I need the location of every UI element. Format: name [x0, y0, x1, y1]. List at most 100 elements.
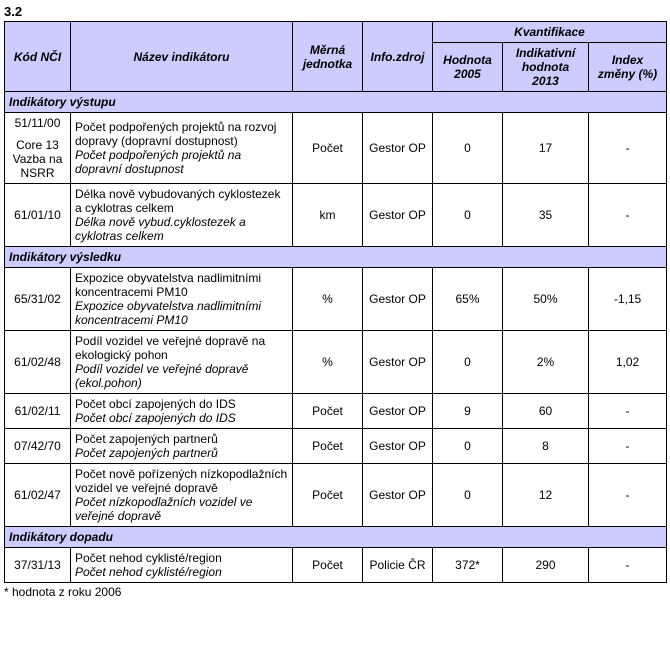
cell-unit: Počet — [293, 429, 363, 464]
section-header: Indikátory dopadu — [5, 527, 667, 548]
cell-name: Počet nově pořízených nízkopodlažních vo… — [71, 464, 293, 527]
cell-name: Expozice obyvatelstva nadlimitními konce… — [71, 268, 293, 331]
code-main: 61/02/48 — [9, 355, 66, 369]
cell-source: Gestor OP — [363, 184, 433, 247]
cell-index: 1,02 — [589, 331, 667, 394]
cell-name: Počet nehod cyklisté/regionPočet nehod c… — [71, 548, 293, 583]
col-target: Indikativní hodnota 2013 — [503, 43, 589, 92]
col-quant: Kvantifikace — [433, 22, 667, 43]
cell-base: 0 — [433, 331, 503, 394]
cell-unit: km — [293, 184, 363, 247]
cell-index: - — [589, 184, 667, 247]
cell-index: -1,15 — [589, 268, 667, 331]
cell-name: Počet obcí zapojených do IDSPočet obcí z… — [71, 394, 293, 429]
name-sub: Počet nehod cyklisté/region — [75, 565, 288, 579]
table-row: 61/02/48 Podíl vozidel ve veřejné dopravě… — [5, 331, 667, 394]
section-title: Indikátory dopadu — [5, 527, 667, 548]
name-main: Podíl vozidel ve veřejné dopravě na ekol… — [75, 334, 288, 362]
cell-base: 65% — [433, 268, 503, 331]
table-row: 51/11/00Core 13 Vazba na NSRRPočet podpo… — [5, 113, 667, 184]
cell-code: 37/31/13 — [5, 548, 71, 583]
col-name: Název indikátoru — [71, 22, 293, 92]
cell-code: 07/42/70 — [5, 429, 71, 464]
cell-name: Délka nově vybudovaných cyklostezek a cy… — [71, 184, 293, 247]
name-main: Počet nehod cyklisté/region — [75, 551, 288, 565]
name-main: Expozice obyvatelstva nadlimitními konce… — [75, 271, 288, 299]
cell-code: 61/01/10 — [5, 184, 71, 247]
cell-base: 372* — [433, 548, 503, 583]
cell-target: 12 — [503, 464, 589, 527]
name-sub: Počet podpořených projektů na dopravní d… — [75, 148, 288, 176]
cell-base: 0 — [433, 429, 503, 464]
cell-source: Policie ČR — [363, 548, 433, 583]
name-main: Počet obcí zapojených do IDS — [75, 397, 288, 411]
section-title: Indikátory výsledku — [5, 247, 667, 268]
section-title: Indikátory výstupu — [5, 92, 667, 113]
code-main: 61/02/11 — [9, 404, 66, 418]
cell-code: 65/31/02 — [5, 268, 71, 331]
cell-unit: Počet — [293, 548, 363, 583]
table-row: 07/42/70 Počet zapojených partnerůPočet z… — [5, 429, 667, 464]
code-main: 37/31/13 — [9, 558, 66, 572]
cell-code: 61/02/47 — [5, 464, 71, 527]
table-row: 61/02/11Počet obcí zapojených do IDSPoče… — [5, 394, 667, 429]
cell-target: 35 — [503, 184, 589, 247]
name-sub: Počet zapojených partnerů — [75, 446, 288, 460]
code-main: 07/42/70 — [9, 439, 66, 453]
cell-source: Gestor OP — [363, 464, 433, 527]
cell-base: 0 — [433, 113, 503, 184]
col-base: Hodnota 2005 — [433, 43, 503, 92]
name-sub: Počet obcí zapojených do IDS — [75, 411, 288, 425]
col-code: Kód NČI — [5, 22, 71, 92]
cell-index: - — [589, 113, 667, 184]
cell-source: Gestor OP — [363, 268, 433, 331]
footnote: * hodnota z roku 2006 — [4, 585, 666, 599]
col-unit: Měrná jednotka — [293, 22, 363, 92]
cell-source: Gestor OP — [363, 331, 433, 394]
cell-target: 2% — [503, 331, 589, 394]
cell-index: - — [589, 464, 667, 527]
section-header: Indikátory výsledku — [5, 247, 667, 268]
cell-unit: % — [293, 331, 363, 394]
table-head: Kód NČI Název indikátoru Měrná jednotka … — [5, 22, 667, 92]
cell-source: Gestor OP — [363, 429, 433, 464]
table-row: 61/01/10 Délka nově vybudovaných cykloste… — [5, 184, 667, 247]
cell-base: 0 — [433, 464, 503, 527]
cell-target: 60 — [503, 394, 589, 429]
name-main: Délka nově vybudovaných cyklostezek a cy… — [75, 187, 288, 215]
cell-name: Počet podpořených projektů na rozvoj dop… — [71, 113, 293, 184]
name-main: Počet zapojených partnerů — [75, 432, 288, 446]
cell-unit: % — [293, 268, 363, 331]
indicators-table: Kód NČI Název indikátoru Měrná jednotka … — [4, 21, 667, 583]
cell-name: Počet zapojených partnerůPočet zapojenýc… — [71, 429, 293, 464]
cell-unit: Počet — [293, 464, 363, 527]
cell-code: 61/02/48 — [5, 331, 71, 394]
cell-target: 290 — [503, 548, 589, 583]
code-main: 51/11/00 — [9, 116, 66, 130]
cell-source: Gestor OP — [363, 394, 433, 429]
table-row: 65/31/02 Expozice obyvatelstva nadlimitní… — [5, 268, 667, 331]
code-extra: Core 13 Vazba na NSRR — [9, 138, 66, 180]
name-sub: Expozice obyvatelstva nadlimitními konce… — [75, 299, 288, 327]
cell-index: - — [589, 394, 667, 429]
cell-source: Gestor OP — [363, 113, 433, 184]
cell-unit: Počet — [293, 394, 363, 429]
cell-target: 50% — [503, 268, 589, 331]
code-main: 61/01/10 — [9, 208, 66, 222]
section-header: Indikátory výstupu — [5, 92, 667, 113]
cell-code: 51/11/00 Core 13 Vazba na NSRR — [5, 113, 71, 184]
name-main: Počet nově pořízených nízkopodlažních vo… — [75, 467, 288, 495]
section-number: 3.2 — [4, 4, 666, 19]
name-sub: Počet nízkopodlažních vozidel ve veřejné… — [75, 495, 288, 523]
table-row: 37/31/13Počet nehod cyklisté/regionPočet… — [5, 548, 667, 583]
code-main: 61/02/47 — [9, 488, 66, 502]
code-main: 65/31/02 — [9, 292, 66, 306]
col-source: Info.zdroj — [363, 22, 433, 92]
name-sub: Délka nově vybud.cyklostezek a cyklotras… — [75, 215, 288, 243]
table-body: Indikátory výstupu 51/11/00 Core 13 Vazba … — [5, 92, 667, 583]
cell-index: - — [589, 548, 667, 583]
name-sub: Podíl vozidel ve veřejné dopravě (ekol.p… — [75, 362, 288, 390]
cell-target: 8 — [503, 429, 589, 464]
cell-target: 17 — [503, 113, 589, 184]
col-index: Index změny (%) — [589, 43, 667, 92]
